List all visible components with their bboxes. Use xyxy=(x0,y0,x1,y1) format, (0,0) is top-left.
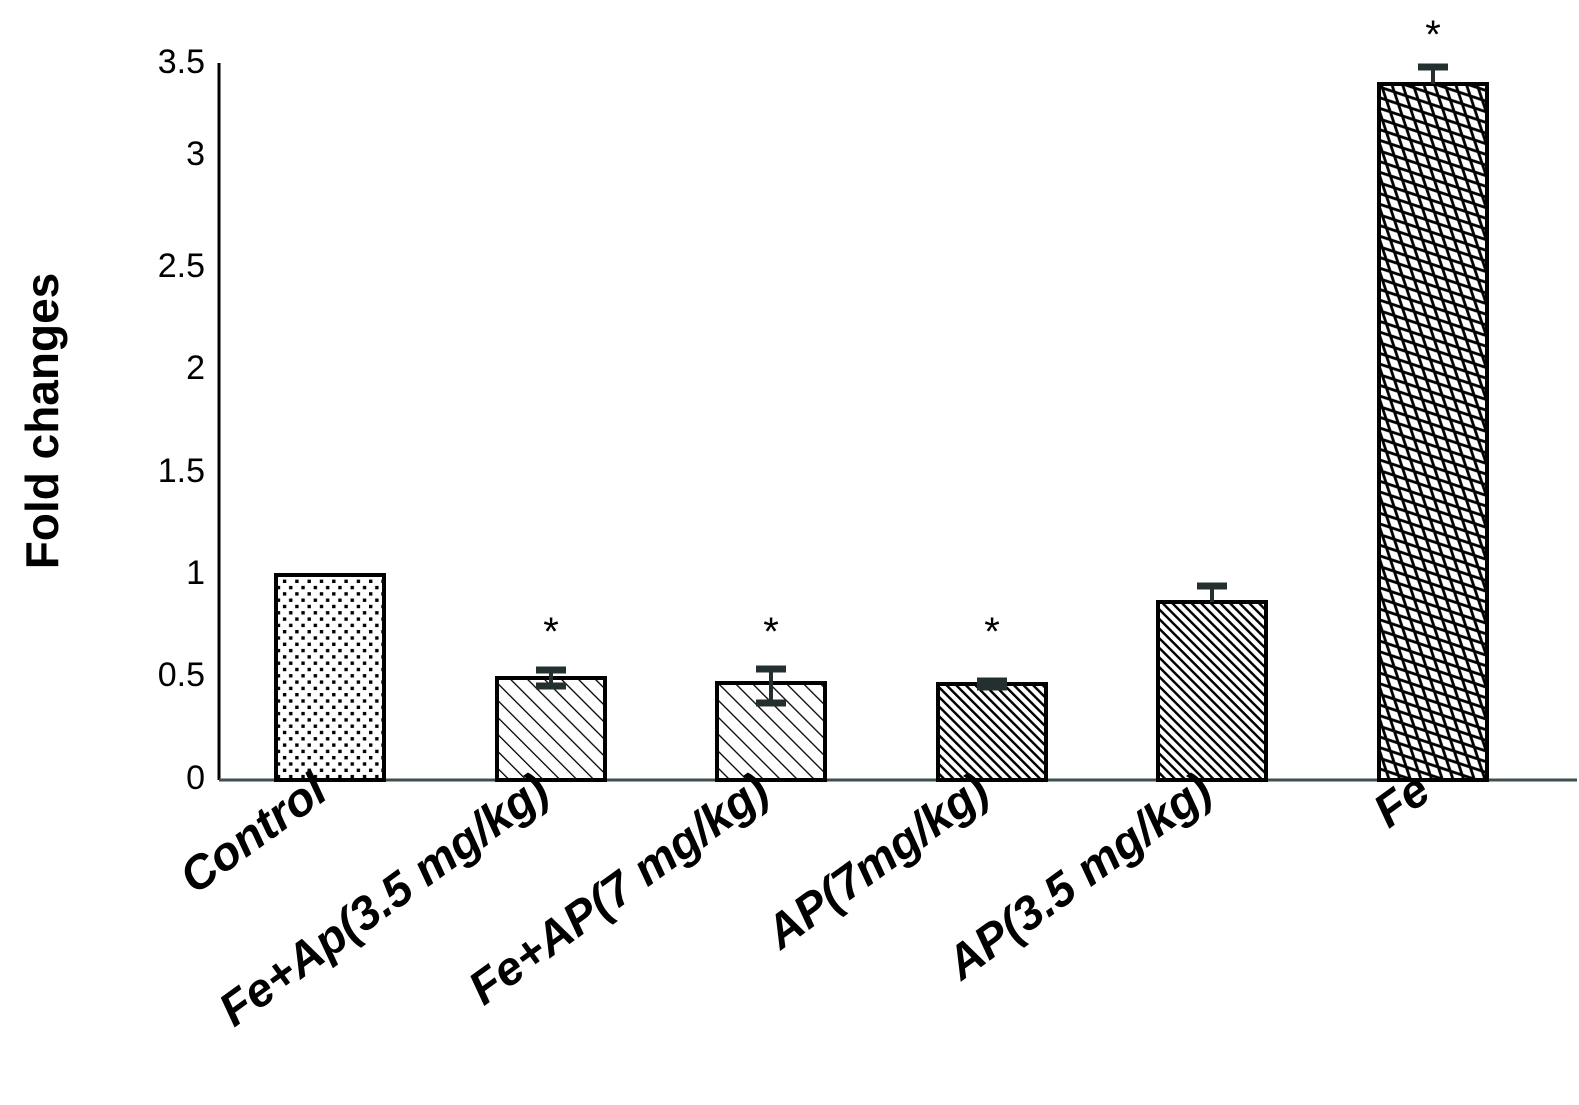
svg-text:1.5: 1.5 xyxy=(158,452,205,490)
svg-text:*: * xyxy=(763,610,779,654)
svg-text:0.5: 0.5 xyxy=(158,656,205,694)
svg-text:*: * xyxy=(1425,13,1441,57)
svg-text:1: 1 xyxy=(186,554,205,592)
svg-text:0: 0 xyxy=(186,759,205,797)
svg-text:2.5: 2.5 xyxy=(158,247,205,285)
svg-text:3: 3 xyxy=(186,135,205,173)
svg-text:*: * xyxy=(984,610,1000,654)
svg-text:*: * xyxy=(543,610,559,654)
svg-text:2: 2 xyxy=(186,349,205,387)
svg-text:3.5: 3.5 xyxy=(158,43,205,81)
svg-text:Fold changes: Fold changes xyxy=(16,273,68,569)
